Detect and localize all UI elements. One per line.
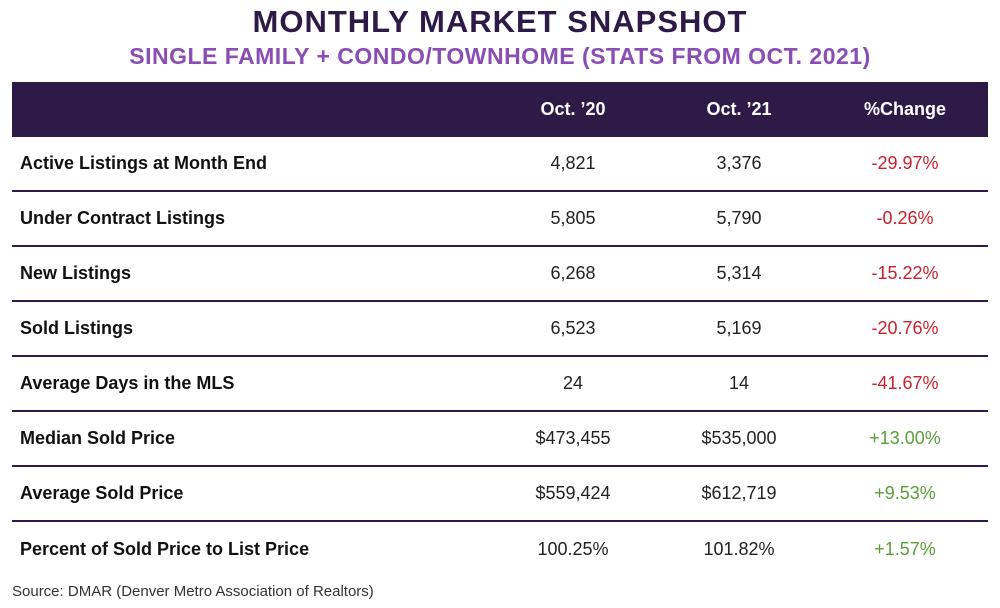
row-label: Average Sold Price	[20, 483, 184, 503]
value-oct21: $535,000	[701, 428, 777, 448]
header-oct21: Oct. ’21	[706, 99, 772, 119]
value-oct21: 5,790	[716, 208, 762, 228]
table-row: Active Listings at Month End 4,821 3,376 -2…	[12, 137, 988, 192]
header-change: %Change	[863, 99, 946, 119]
value-change: +1.57%	[874, 539, 936, 559]
value-change: -41.67%	[871, 373, 939, 393]
value-change: -0.26%	[876, 208, 934, 228]
value-oct21: 3,376	[716, 153, 762, 173]
value-oct20: 100.25%	[537, 539, 609, 559]
value-oct21: 101.82%	[703, 539, 775, 559]
table-row: Percent of Sold Price to List Price 100.2…	[12, 522, 988, 577]
table-row: Average Days in the MLS 24 14 -41.67%	[12, 357, 988, 412]
value-oct20: 24	[562, 373, 584, 393]
row-label: New Listings	[20, 263, 132, 283]
value-oct20: 6,523	[550, 318, 596, 338]
value-oct21: $612,719	[701, 483, 777, 503]
page-subtitle: SINGLE FAMILY + CONDO/TOWNHOME (STATS FR…	[129, 43, 871, 69]
table-header: Oct. ’20 Oct. ’21 %Change	[12, 82, 988, 137]
value-change: +13.00%	[869, 428, 941, 448]
table-row: Average Sold Price $559,424 $612,719 +9.53%	[12, 467, 988, 522]
row-label: Median Sold Price	[20, 428, 176, 448]
header-oct20: Oct. ’20	[540, 99, 606, 119]
value-oct20: $473,455	[535, 428, 611, 448]
table-row: Sold Listings 6,523 5,169 -20.76%	[12, 302, 988, 357]
snapshot-table: Oct. ’20 Oct. ’21 %Change Active Listing…	[12, 82, 988, 577]
value-oct21: 5,314	[716, 263, 762, 283]
value-oct20: 6,268	[550, 263, 596, 283]
table-row: Under Contract Listings 5,805 5,790 -0.26%	[12, 192, 988, 247]
row-label: Average Days in the MLS	[20, 373, 235, 393]
table-row: New Listings 6,268 5,314 -15.22%	[12, 247, 988, 302]
row-label: Under Contract Listings	[20, 208, 226, 228]
row-label: Sold Listings	[20, 318, 134, 338]
value-change: -20.76%	[871, 318, 939, 338]
value-change: -29.97%	[871, 153, 939, 173]
value-oct21: 14	[728, 373, 750, 393]
row-label: Active Listings at Month End	[20, 153, 268, 173]
value-oct21: 5,169	[716, 318, 762, 338]
value-change: -15.22%	[871, 263, 939, 283]
value-oct20: 5,805	[550, 208, 596, 228]
source-note: Source: DMAR (Denver Metro Association o…	[12, 583, 374, 600]
page-title: MONTHLY MARKET SNAPSHOT	[252, 4, 748, 39]
value-oct20: $559,424	[535, 483, 611, 503]
value-change: +9.53%	[874, 483, 936, 503]
value-oct20: 4,821	[550, 153, 596, 173]
row-label: Percent of Sold Price to List Price	[20, 539, 310, 559]
table-body: Active Listings at Month End 4,821 3,376 -2…	[12, 137, 988, 577]
table-row: Median Sold Price $473,455 $535,000 +13.00%	[12, 412, 988, 467]
